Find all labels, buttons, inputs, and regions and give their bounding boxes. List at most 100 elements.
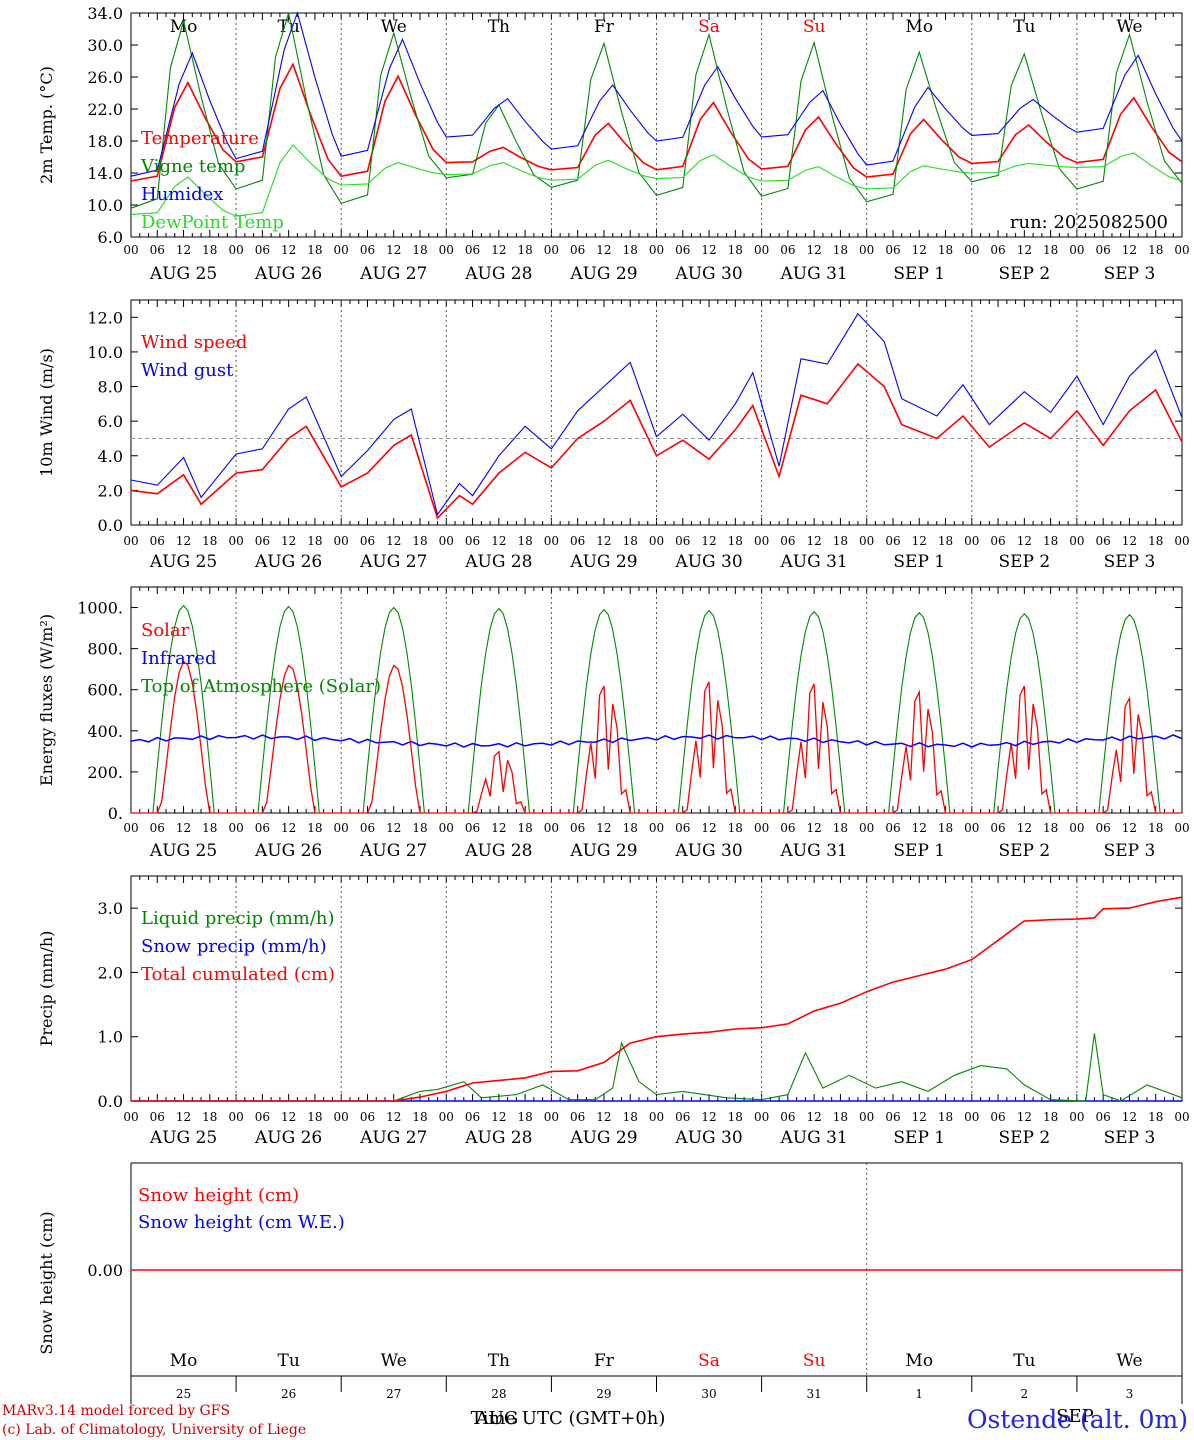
- hour-tick-label: 18: [307, 534, 322, 548]
- date-label: AUG 28: [464, 841, 532, 861]
- hour-tick-label: 06: [465, 1110, 480, 1124]
- y-tick-label: 6.0: [98, 228, 123, 247]
- hour-tick-label: 12: [491, 534, 506, 548]
- hour-tick-label: 18: [1043, 243, 1058, 257]
- date-label: SEP 2: [998, 264, 1050, 284]
- hour-tick-label: 12: [596, 243, 611, 257]
- hour-tick-label: 00: [334, 243, 349, 257]
- hour-tick-label: 18: [412, 243, 427, 257]
- hour-tick-label: 18: [412, 534, 427, 548]
- bottom-day-number: 25: [176, 1387, 191, 1401]
- footer-lab-credit: (c) Lab. of Climatology, University of L…: [2, 1422, 306, 1438]
- hour-tick-label: 12: [912, 821, 927, 835]
- toa-solar-series: [131, 604, 1182, 814]
- y-tick-label: 2.0: [98, 481, 123, 500]
- hour-tick-label: 06: [255, 243, 270, 257]
- temp-series-0: [130, 62, 1183, 182]
- hour-tick-label: 12: [491, 821, 506, 835]
- hour-tick-label: 00: [544, 821, 559, 835]
- day-name-top: We: [381, 17, 407, 37]
- date-label: SEP 1: [893, 841, 945, 861]
- flux-legend-0: Solar: [141, 620, 190, 641]
- x-axis-label-overlay: AUG: [475, 1408, 519, 1429]
- hour-tick-label: 00: [964, 1110, 979, 1124]
- hour-tick-label: 06: [675, 821, 690, 835]
- hour-tick-label: 18: [938, 1110, 953, 1124]
- hour-tick-label: 00: [123, 1110, 138, 1124]
- hour-tick-label: 18: [517, 821, 532, 835]
- y-tick-label: 34.0: [87, 4, 123, 23]
- hour-tick-label: 12: [1122, 243, 1137, 257]
- date-label: AUG 25: [149, 264, 217, 284]
- wind-series-1: [130, 312, 1183, 516]
- temp-legend-2: Humidex: [141, 184, 223, 205]
- hour-tick-label: 00: [439, 243, 454, 257]
- hour-tick-label: 12: [386, 243, 401, 257]
- y-tick-label: 26.0: [87, 68, 123, 87]
- date-label: SEP 1: [893, 264, 945, 284]
- day-name-bottom: Th: [488, 1351, 510, 1371]
- hour-tick-label: 00: [228, 534, 243, 548]
- date-label: SEP 2: [998, 552, 1050, 572]
- snow-legend-0: Snow height (cm): [138, 1185, 299, 1206]
- hour-tick-label: 00: [1069, 243, 1084, 257]
- station-name: Ostende (alt. 0m): [967, 1405, 1188, 1434]
- date-label: AUG 26: [254, 264, 322, 284]
- month-marker: SEP: [1056, 1406, 1094, 1427]
- hour-tick-label: 18: [412, 821, 427, 835]
- snow-legend-1: Snow height (cm W.E.): [138, 1212, 345, 1233]
- hour-tick-label: 06: [990, 1110, 1005, 1124]
- y-tick-label: 0.0: [98, 1092, 123, 1111]
- total-cumulated-series: [131, 896, 1183, 1102]
- date-label: AUG 31: [780, 264, 848, 284]
- hour-tick-label: 18: [307, 821, 322, 835]
- hour-tick-label: 18: [623, 243, 638, 257]
- date-label: AUG 26: [254, 1128, 322, 1148]
- day-name-top: Su: [803, 17, 826, 37]
- hour-tick-label: 06: [885, 1110, 900, 1124]
- hour-tick-label: 12: [1122, 534, 1137, 548]
- date-label: AUG 30: [674, 552, 742, 572]
- y-tick-label: 400.: [87, 722, 123, 741]
- hour-tick-label: 18: [202, 1110, 217, 1124]
- day-name-bottom: Tu: [1013, 1351, 1035, 1371]
- y-tick-label: 0.00: [87, 1261, 123, 1280]
- hour-tick-label: 00: [964, 534, 979, 548]
- hour-tick-label: 18: [938, 821, 953, 835]
- hour-tick-label: 00: [1174, 534, 1189, 548]
- y-tick-label: 22.0: [87, 100, 123, 119]
- date-label: AUG 25: [149, 841, 217, 861]
- y-tick-label: 10.0: [87, 196, 123, 215]
- precip-legend-2: Total cumulated (cm): [141, 964, 335, 985]
- hour-tick-label: 18: [1148, 534, 1163, 548]
- hour-tick-label: 12: [1017, 821, 1032, 835]
- bottom-day-number: 3: [1126, 1387, 1134, 1401]
- y-tick-label: 600.: [87, 681, 123, 700]
- hour-tick-label: 06: [255, 821, 270, 835]
- hour-tick-label: 06: [150, 1110, 165, 1124]
- hour-tick-label: 06: [150, 243, 165, 257]
- bottom-day-number: 26: [281, 1387, 296, 1401]
- hour-tick-label: 12: [176, 821, 191, 835]
- hour-tick-label: 00: [334, 534, 349, 548]
- bottom-day-number: 30: [701, 1387, 716, 1401]
- hour-tick-label: 18: [202, 821, 217, 835]
- hour-tick-label: 00: [123, 243, 138, 257]
- hour-tick-label: 00: [1174, 1110, 1189, 1124]
- hour-tick-label: 18: [938, 534, 953, 548]
- hour-tick-label: 06: [780, 243, 795, 257]
- y-axis-label: 2m Temp. (°C): [37, 66, 56, 184]
- date-label: SEP 2: [998, 841, 1050, 861]
- hour-tick-label: 12: [807, 821, 822, 835]
- hour-tick-label: 06: [570, 243, 585, 257]
- bottom-day-number: 27: [386, 1387, 401, 1401]
- hour-tick-label: 00: [859, 534, 874, 548]
- y-tick-label: 0.: [108, 804, 123, 823]
- day-name-top: We: [1116, 17, 1142, 37]
- hour-tick-label: 06: [465, 534, 480, 548]
- hour-tick-label: 12: [701, 1110, 716, 1124]
- hour-tick-label: 06: [780, 534, 795, 548]
- bottom-day-number: 1: [915, 1387, 923, 1401]
- hour-tick-label: 12: [281, 534, 296, 548]
- hour-tick-label: 06: [255, 534, 270, 548]
